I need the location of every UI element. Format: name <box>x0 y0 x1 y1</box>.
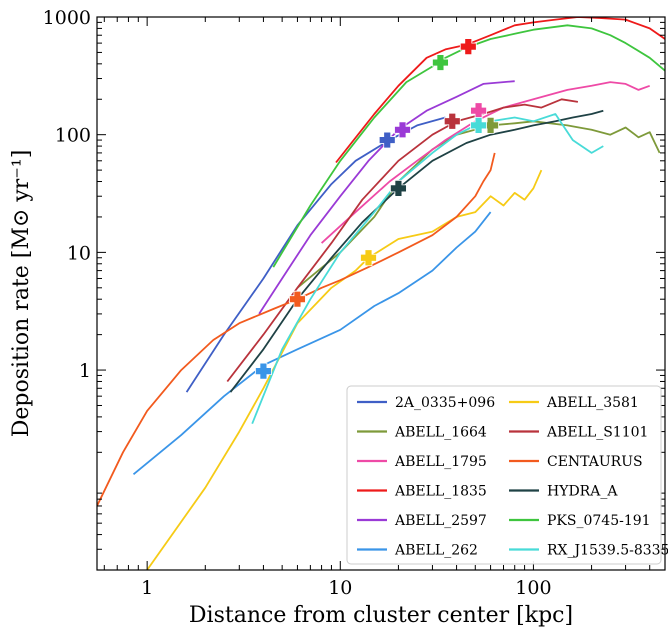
series-marker-abell-2597 <box>394 121 411 139</box>
legend-label: HYDRA_A <box>547 484 618 500</box>
series-marker-abell-1835 <box>459 38 477 56</box>
y-axis-label: Deposition rate [M⊙ yr⁻¹] <box>9 150 34 438</box>
legend-label: ABELL_1795 <box>394 454 487 470</box>
series-marker-2a-0335-096 <box>378 131 396 149</box>
series-line-hydra-a <box>229 109 604 393</box>
legend-label: RX_J1539.5-8335 <box>547 543 668 559</box>
series-marker-hydra-a <box>390 179 407 197</box>
y-tick-label: 1 <box>79 360 91 382</box>
series-marker-abell-s1101 <box>443 112 461 130</box>
series-line-abell-1835 <box>335 17 665 164</box>
legend: 2A_0335+096 ABELL_1664 ABELL_1795 ABELL_183… <box>346 385 668 565</box>
x-axis-label: Distance from cluster center [kpc] <box>189 603 573 628</box>
legend-box <box>346 385 662 565</box>
legend-label: CENTAURUS <box>547 454 643 470</box>
series-line-abell-1795 <box>320 81 651 244</box>
legend-label: ABELL_3581 <box>546 395 639 411</box>
series-line-abell-262 <box>132 211 492 475</box>
x-tick-label: 1 <box>141 577 153 599</box>
x-tick-label: 10 <box>328 577 352 599</box>
plot-frame <box>96 16 666 571</box>
legend-label: ABELL_1835 <box>394 484 487 500</box>
legend-label: 2A_0335+096 <box>395 395 495 411</box>
plot-markers <box>255 38 499 380</box>
legend-label: ABELL_2597 <box>394 513 487 529</box>
y-tick-label: 10 <box>67 242 91 264</box>
series-marker-abell-3581 <box>360 249 377 267</box>
series-marker-abell-262 <box>255 362 272 380</box>
y-tick-label: 1000 <box>43 7 91 29</box>
legend-label: ABELL_S1101 <box>546 425 648 441</box>
y-tick-label: 100 <box>55 125 91 147</box>
legend-label: PKS_0745-191 <box>547 513 651 529</box>
series-line-2a-0335-096 <box>185 116 446 393</box>
series-marker-rx-j1539-5-8335 <box>470 116 487 134</box>
x-tick-label: 100 <box>515 577 551 599</box>
series-line-abell-3581 <box>146 169 543 570</box>
series-marker-pks-0745-191 <box>432 54 449 71</box>
series-line-abell-s1101 <box>226 98 579 383</box>
series-line-pks-0745-191 <box>272 24 665 268</box>
legend-label: ABELL_262 <box>394 543 478 559</box>
series-line-centaurus <box>97 152 496 507</box>
series-line-rx-j1539-5-8335 <box>251 113 604 425</box>
axis-ticks: 1 10 100 1 10 100 1000 <box>43 7 665 599</box>
series-marker-centaurus <box>289 290 306 308</box>
legend-label: ABELL_1664 <box>394 425 487 441</box>
